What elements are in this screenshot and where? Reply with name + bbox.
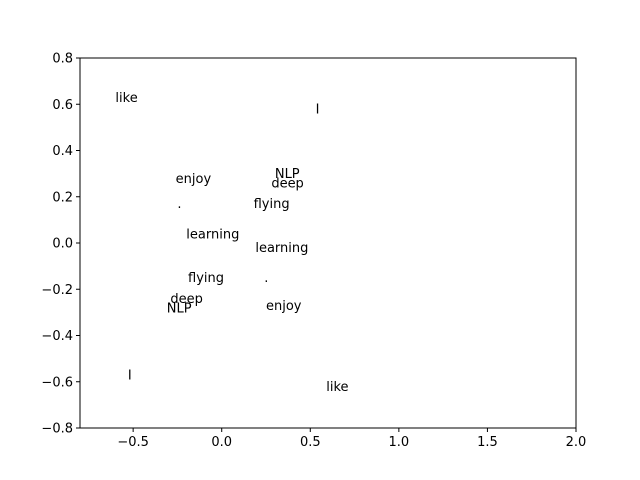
y-tick-label: −0.2 xyxy=(41,283,73,298)
y-tick-label: −0.6 xyxy=(41,375,73,390)
point-label: enjoy xyxy=(266,299,302,314)
point-label: enjoy xyxy=(176,172,212,187)
point-label: like xyxy=(115,91,137,106)
y-tick-label: 0.0 xyxy=(52,237,73,252)
point-label: . xyxy=(177,197,181,212)
point-label: deep xyxy=(271,176,304,191)
y-tick-label: −0.8 xyxy=(41,422,73,437)
y-tick-label: 0.4 xyxy=(52,144,73,159)
point-label: NLP xyxy=(275,167,300,182)
point-label: I xyxy=(316,102,320,117)
y-axis: −0.8 −0.6 −0.4 −0.2 0.0 0.2 0.4 0.6 0.8 xyxy=(41,52,80,437)
x-tick-label: 0.5 xyxy=(300,435,321,450)
x-tick-label: 1.5 xyxy=(477,435,498,450)
x-tick-label: 1.0 xyxy=(389,435,410,450)
y-tick-label: 0.8 xyxy=(52,52,73,67)
x-tick-label: 0.0 xyxy=(211,435,232,450)
x-tick-label: −0.5 xyxy=(117,435,149,450)
point-label: NLP xyxy=(167,301,192,316)
point-label: deep xyxy=(170,292,203,307)
x-axis: −0.5 0.0 0.5 1.0 1.5 2.0 xyxy=(117,428,586,450)
y-tick-label: −0.4 xyxy=(41,329,73,344)
point-label: I xyxy=(128,368,132,383)
y-tick-label: 0.6 xyxy=(52,98,73,113)
point-label: like xyxy=(326,380,348,395)
point-label: learning xyxy=(186,227,239,242)
point-label: flying xyxy=(254,197,290,212)
point-label: . xyxy=(264,271,268,286)
y-tick-label: 0.2 xyxy=(52,190,73,205)
axes-frame xyxy=(79,57,577,429)
point-label: learning xyxy=(255,241,308,256)
x-tick-label: 2.0 xyxy=(566,435,587,450)
point-label: flying xyxy=(188,271,224,286)
